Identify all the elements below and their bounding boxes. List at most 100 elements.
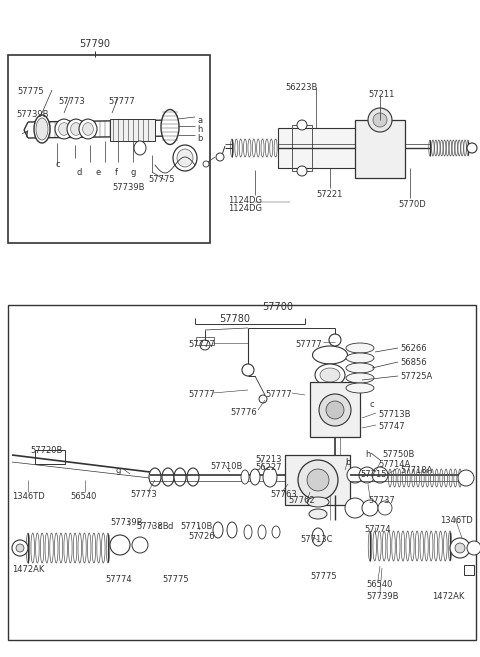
Ellipse shape [177,149,193,167]
Bar [35,450,65,464]
Ellipse shape [315,364,345,386]
Ellipse shape [241,470,249,484]
Text: c: c [370,400,374,409]
Circle shape [203,161,209,167]
Text: 57773: 57773 [130,490,157,499]
Text: 57790: 57790 [80,39,110,49]
Circle shape [378,501,392,515]
Bar [278,128,358,168]
Text: h: h [365,450,371,459]
Circle shape [467,143,477,153]
Text: a: a [197,116,202,125]
Ellipse shape [250,469,260,485]
Ellipse shape [346,343,374,353]
Ellipse shape [227,522,237,538]
Ellipse shape [173,145,197,171]
Text: 1472AK: 1472AK [432,592,464,601]
Circle shape [12,540,28,556]
Text: 56856: 56856 [400,358,427,367]
Ellipse shape [67,119,85,139]
Ellipse shape [83,123,94,135]
Text: 57775: 57775 [162,575,189,584]
Circle shape [329,334,341,346]
Text: e: e [96,168,101,177]
Text: 57775: 57775 [310,572,336,581]
Text: 57750B: 57750B [382,450,414,459]
Circle shape [345,498,365,518]
Text: f: f [115,168,118,177]
Circle shape [297,120,307,130]
Bar [196,337,214,345]
Circle shape [359,467,375,483]
Text: 56223B: 56223B [285,83,317,92]
Text: 57714A: 57714A [378,460,410,469]
Text: 57715: 57715 [360,470,386,479]
Ellipse shape [71,123,82,135]
Circle shape [132,537,148,553]
Text: 57738B: 57738B [136,522,168,531]
Bar [285,455,350,505]
Ellipse shape [258,525,266,539]
Text: 57763: 57763 [270,490,297,499]
Circle shape [319,394,351,426]
Text: 57777: 57777 [188,340,215,349]
Text: 56266: 56266 [400,344,427,353]
Text: 57713C: 57713C [300,535,333,544]
Text: 57775: 57775 [148,175,175,184]
Circle shape [368,108,392,132]
Circle shape [110,535,130,555]
Bar [8,305,476,640]
Text: 1124DG: 1124DG [228,204,262,213]
Bar [8,55,210,243]
Circle shape [16,544,24,552]
Text: 57720B: 57720B [30,446,62,455]
Text: 1124DG: 1124DG [228,196,262,205]
Text: b: b [197,134,203,143]
Text: 57213: 57213 [255,455,281,464]
Text: 57776: 57776 [230,408,257,417]
Text: 57739B: 57739B [110,518,143,527]
Text: 1346TD: 1346TD [12,492,45,501]
Circle shape [455,543,465,553]
Ellipse shape [213,522,223,538]
Circle shape [307,469,329,491]
Circle shape [259,395,267,403]
Text: 57718A: 57718A [400,466,432,475]
Text: 57710B: 57710B [180,522,212,531]
Text: 57726: 57726 [188,532,215,541]
Text: 56540: 56540 [70,492,96,501]
Text: 57737: 57737 [368,496,395,505]
Text: 1472AK: 1472AK [12,565,44,574]
Text: 56227: 56227 [255,463,281,472]
Circle shape [362,500,378,516]
Ellipse shape [309,509,327,519]
Text: 57221: 57221 [316,190,342,199]
Ellipse shape [346,373,374,383]
Ellipse shape [187,468,199,486]
Ellipse shape [34,115,50,143]
Text: 57774: 57774 [364,525,391,534]
Text: h: h [197,125,203,134]
Bar [292,125,312,171]
Text: 57777: 57777 [295,340,322,349]
Text: 57700: 57700 [263,302,293,312]
Bar [310,382,360,437]
Text: 57211: 57211 [368,90,395,99]
Circle shape [372,467,388,483]
Text: 57777: 57777 [108,97,135,106]
Circle shape [200,340,210,350]
Ellipse shape [174,468,186,486]
Text: 57739B: 57739B [366,592,398,601]
Text: 57710B: 57710B [210,462,242,471]
Ellipse shape [55,119,73,139]
Text: 57713B: 57713B [378,410,410,419]
Text: 57762: 57762 [288,496,314,505]
Ellipse shape [312,346,348,364]
Text: 57774: 57774 [105,575,132,584]
Ellipse shape [149,468,161,486]
Circle shape [347,467,363,483]
Circle shape [467,541,480,555]
Text: 57739B: 57739B [16,110,48,119]
Text: 57775: 57775 [17,87,44,96]
Ellipse shape [162,468,174,486]
